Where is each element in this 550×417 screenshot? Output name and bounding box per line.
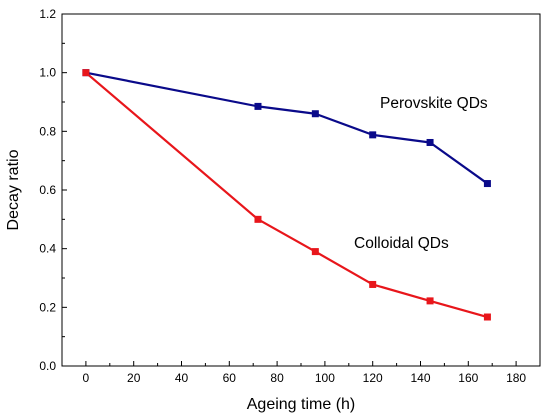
- series-layer: [82, 69, 491, 321]
- data-point: [254, 102, 262, 110]
- x-tick-label: 100: [315, 371, 335, 385]
- data-point: [483, 313, 491, 321]
- plot-frame: [61, 13, 541, 367]
- data-point: [311, 248, 319, 256]
- y-axis: 0.0 0.2 0.4 0.6 0.8 1.0 1.2: [39, 7, 67, 373]
- y-tick-label: 1.0: [39, 66, 56, 80]
- data-point: [426, 297, 434, 305]
- x-axis-title: Ageing time (h): [247, 396, 356, 413]
- data-point: [426, 138, 434, 146]
- x-tick-label: 40: [175, 371, 189, 385]
- x-tick-label: 80: [270, 371, 284, 385]
- data-point: [311, 110, 319, 118]
- data-point: [369, 280, 377, 288]
- x-tick-label: 180: [506, 371, 526, 385]
- series-line-1: [85, 71, 488, 319]
- x-tick-label: 60: [223, 371, 237, 385]
- x-tick-label: 120: [363, 371, 383, 385]
- x-tick-label: 140: [410, 371, 430, 385]
- y-tick-label: 0.4: [39, 242, 56, 256]
- x-tick-label: 160: [458, 371, 478, 385]
- series-label-colloidal: Colloidal QDs: [354, 235, 449, 252]
- x-tick-label: 0: [83, 371, 90, 385]
- data-point: [369, 131, 377, 139]
- y-axis-title: Decay ratio: [5, 149, 22, 230]
- x-axis: 0 20 40 60 80 100 120 140 160 180: [83, 361, 526, 385]
- y-tick-label: 0.2: [39, 300, 56, 314]
- x-tick-label: 20: [127, 371, 141, 385]
- y-tick-label: 0.6: [39, 183, 56, 197]
- y-tick-label: 1.2: [39, 7, 56, 21]
- y-tick-label: 0.8: [39, 124, 56, 138]
- series-line-0: [85, 71, 489, 185]
- y-tick-label: 0.0: [39, 359, 56, 373]
- data-point: [483, 180, 491, 188]
- data-point: [254, 215, 262, 223]
- series-label-perovskite: Perovskite QDs: [380, 95, 488, 112]
- data-point: [82, 69, 90, 77]
